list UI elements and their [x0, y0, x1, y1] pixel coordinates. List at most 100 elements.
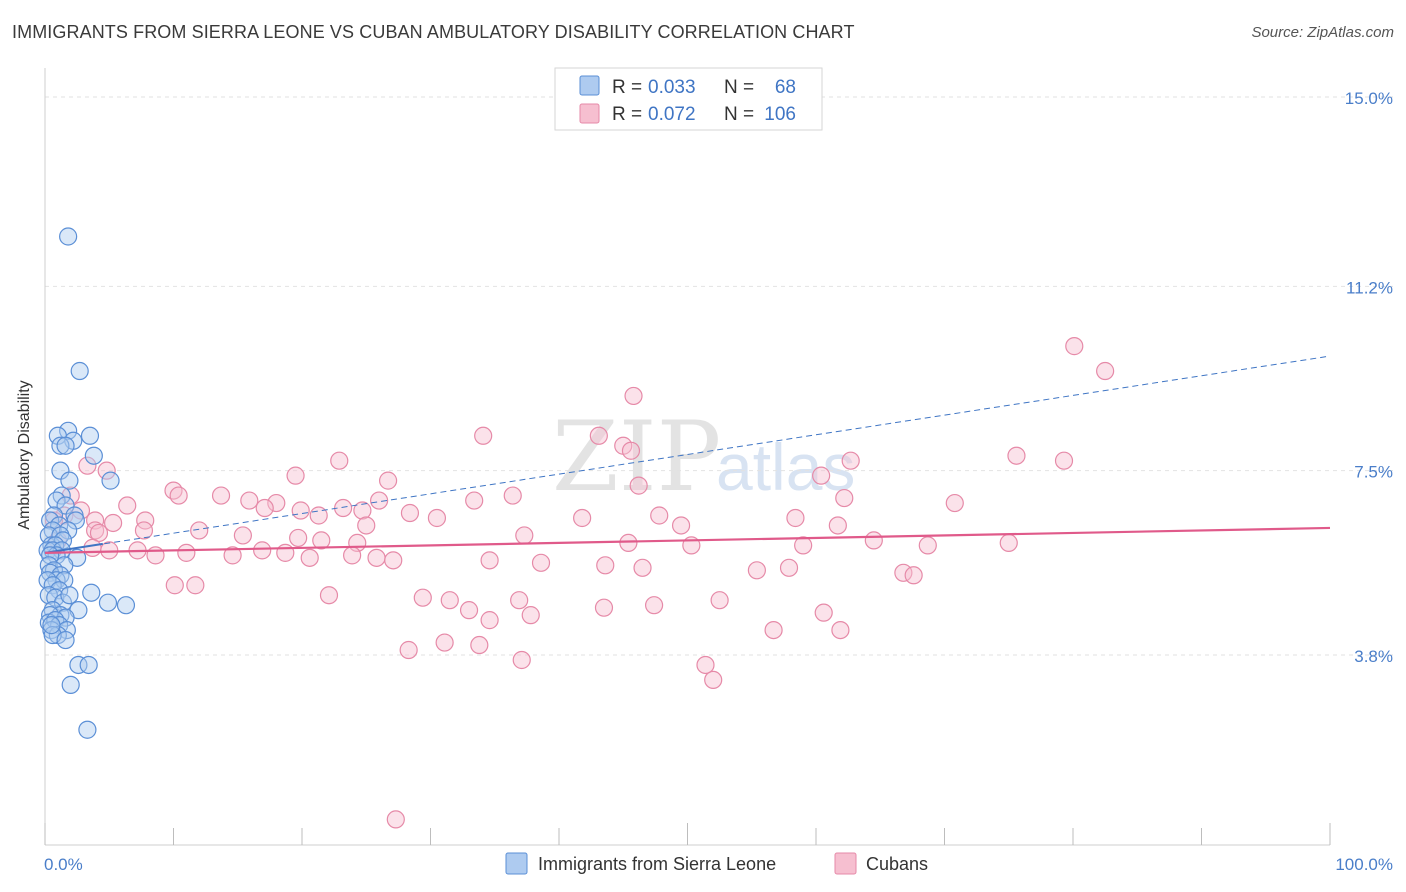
cubans-point — [353, 501, 372, 520]
cubans-point — [835, 488, 854, 508]
cubans-point — [312, 531, 331, 550]
sierra-leone-point — [61, 675, 80, 694]
cubans-point — [177, 543, 196, 562]
stats-legend: R = 0.033 N = 68 R = 0.072 N = 106 — [554, 67, 823, 131]
sierra-leone-point — [66, 511, 85, 530]
cubans-point — [367, 548, 386, 567]
cubans-point — [211, 486, 231, 505]
cubans-point — [286, 466, 305, 485]
cubans-point — [118, 496, 137, 515]
legend-r-label-2: R = — [612, 104, 642, 125]
cubans-point — [841, 451, 860, 470]
x-tick-label-max: 100.0% — [1335, 855, 1393, 874]
cubans-point — [864, 531, 883, 550]
legend-r-value-2: 0.072 — [648, 104, 696, 125]
cubans-point — [378, 471, 398, 490]
cubans-point — [945, 493, 964, 513]
legend-n-label-2: N = — [724, 104, 754, 125]
trend-lines — [44, 355, 1331, 554]
cubans-point — [89, 523, 109, 543]
cubans-point — [621, 441, 641, 460]
cubans-point — [253, 541, 272, 560]
sierra-leone-point — [51, 526, 70, 545]
axes — [44, 68, 1331, 846]
cubans-point — [1007, 446, 1026, 465]
cubans-point — [223, 546, 242, 565]
series-legend: Immigrants from Sierra Leone Cubans — [505, 852, 928, 875]
sierra-leone-point — [39, 556, 58, 575]
source-label: Source: ZipAtlas.com — [1251, 24, 1394, 41]
legend-r-value-1: 0.033 — [648, 77, 696, 98]
cubans-point — [169, 486, 188, 505]
cubans-point — [1096, 361, 1115, 381]
cubans-point — [510, 591, 529, 610]
sierra-leone-point — [56, 630, 75, 650]
cubans-point — [165, 576, 184, 595]
cubans-point — [619, 533, 638, 553]
cubans-point — [764, 620, 783, 640]
cubans-point — [710, 591, 729, 610]
cubans-point — [786, 508, 805, 528]
sierra-leone-point — [60, 586, 79, 605]
legend-swatch-pink — [579, 103, 600, 124]
cubans-point — [470, 635, 489, 655]
cubans-point — [671, 516, 691, 535]
cubans-point — [779, 558, 799, 577]
sierra-leone-point — [98, 593, 118, 612]
legend-r-label-1: R = — [612, 77, 642, 98]
sierra-leone-point — [79, 655, 98, 675]
cubans-point — [78, 456, 97, 475]
cubans-point — [291, 501, 310, 520]
cubans-point — [1065, 337, 1084, 356]
watermark-atlas: atlas — [716, 430, 855, 504]
watermark: ZIP atlas — [552, 401, 855, 513]
cubans-point — [512, 650, 531, 670]
cubans-point — [794, 536, 813, 555]
sierra-leone-point — [52, 486, 71, 505]
cubans-point — [384, 551, 403, 570]
cubans-point — [289, 528, 308, 548]
cubans-point — [696, 655, 715, 675]
cubans-point — [999, 533, 1018, 553]
sierra-leone-point — [84, 446, 103, 465]
sierra-leone-point — [59, 227, 78, 246]
cubans-point — [650, 506, 669, 525]
cubans-point — [594, 598, 614, 617]
cubans-point — [100, 541, 119, 560]
cubans-point — [186, 576, 205, 595]
bottom-legend-swatch-pink — [834, 852, 857, 875]
cubans-point — [503, 486, 522, 505]
cubans-point — [828, 516, 847, 535]
sierra-leone-point — [56, 436, 75, 455]
sierra-leone-trend-dashed — [44, 355, 1331, 554]
cubans-point — [276, 543, 295, 562]
cubans-point — [370, 491, 389, 510]
cubans-point — [330, 451, 349, 470]
y-tick-label: 3.8% — [1354, 647, 1393, 666]
cubans-point — [267, 493, 286, 513]
sierra-leone-point — [70, 361, 89, 381]
cubans-point — [319, 586, 339, 605]
sierra-leone-point — [51, 436, 70, 455]
cubans-point — [814, 603, 833, 622]
sierra-leone-point — [51, 461, 70, 480]
grid-lines — [45, 96, 1393, 656]
sierra-leone-point — [42, 616, 61, 635]
legend-n-label-1: N = — [724, 77, 754, 98]
cubans-point — [596, 556, 615, 575]
cubans-point — [918, 536, 937, 555]
cubans-point — [904, 566, 923, 585]
y-tick-label: 15.0% — [1345, 89, 1393, 108]
cubans-point — [459, 601, 479, 620]
sierra-leone-point — [56, 496, 75, 515]
sierra-leone-point — [101, 471, 120, 490]
cubans-point — [83, 538, 102, 557]
cubans-point — [573, 508, 592, 528]
x-tick-labels: 0.0% 100.0% — [44, 855, 1393, 874]
cubans-point — [515, 526, 534, 545]
cubans-point — [480, 551, 499, 570]
cubans-point — [104, 513, 123, 533]
cubans-point — [146, 546, 165, 565]
y-tick-label: 7.5% — [1354, 463, 1393, 482]
cubans-point — [240, 491, 259, 510]
